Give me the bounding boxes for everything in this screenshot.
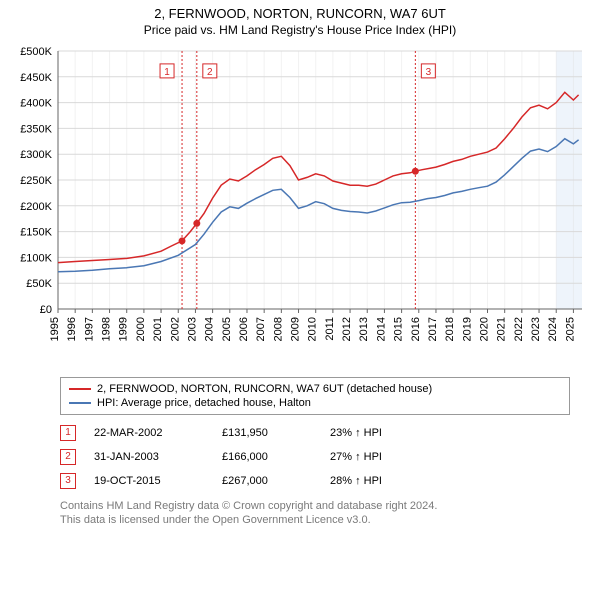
y-tick-label: £100K	[20, 252, 52, 264]
x-tick-label: 2011	[324, 317, 336, 341]
page: 2, FERNWOOD, NORTON, RUNCORN, WA7 6UT Pr…	[0, 0, 600, 528]
line-chart: £0 £50K £100K £150K £200K £250K £300K £350K £400…	[0, 41, 600, 371]
x-tick-label: 2023	[530, 317, 542, 341]
x-tick-label: 2010	[307, 317, 319, 341]
marker-row: 3 19-OCT-2015 £267,000 28% ↑ HPI	[60, 469, 570, 493]
x-tick-label: 2015	[393, 317, 405, 341]
svg-text:1: 1	[164, 67, 170, 78]
x-tick-label: 2003	[186, 317, 198, 341]
sale-point	[412, 168, 419, 175]
x-tick-label: 2020	[479, 317, 491, 341]
marker-chip: 1	[60, 425, 76, 441]
y-tick-label: £250K	[20, 175, 52, 187]
marker-chip: 3	[60, 473, 76, 489]
chart-titles: 2, FERNWOOD, NORTON, RUNCORN, WA7 6UT Pr…	[0, 0, 600, 41]
x-tick-label: 2000	[135, 317, 147, 341]
footer-line-2: This data is licensed under the Open Gov…	[60, 513, 570, 527]
legend-swatch	[69, 388, 91, 390]
y-tick-label: £200K	[20, 201, 52, 213]
chart-subtitle: Price paid vs. HM Land Registry's House …	[0, 23, 600, 37]
chart-area: £0 £50K £100K £150K £200K £250K £300K £350K £400…	[0, 41, 600, 371]
markers-table: 1 22-MAR-2002 £131,950 23% ↑ HPI 2 31-JAN-200…	[60, 421, 570, 493]
legend-label: HPI: Average price, detached house, Halt…	[97, 397, 311, 409]
x-tick-label: 2025	[564, 317, 576, 341]
x-tick-label: 1998	[101, 317, 113, 341]
x-tick-label: 2009	[290, 317, 302, 341]
x-tick-label: 2022	[513, 317, 525, 341]
legend-swatch	[69, 402, 91, 404]
marker-price: £166,000	[222, 451, 312, 463]
chart-footer: Contains HM Land Registry data © Crown c…	[60, 499, 570, 528]
sale-point	[193, 220, 200, 227]
y-tick-label: £50K	[26, 278, 52, 290]
x-tick-label: 2019	[461, 317, 473, 341]
marker-pct: 28% ↑ HPI	[330, 475, 450, 487]
y-tick-label: £150K	[20, 227, 52, 239]
x-tick-label: 2002	[169, 317, 181, 341]
marker-pct: 23% ↑ HPI	[330, 427, 450, 439]
x-tick-label: 2006	[238, 317, 250, 341]
x-tick-label: 1997	[83, 317, 95, 341]
x-tick-label: 2004	[204, 317, 216, 341]
x-tick-label: 2005	[221, 317, 233, 341]
x-tick-label: 1996	[66, 317, 78, 341]
x-tick-label: 2017	[427, 317, 439, 341]
marker-row: 1 22-MAR-2002 £131,950 23% ↑ HPI	[60, 421, 570, 445]
svg-text:3: 3	[426, 67, 432, 78]
footer-line-1: Contains HM Land Registry data © Crown c…	[60, 499, 570, 513]
legend-item: 2, FERNWOOD, NORTON, RUNCORN, WA7 6UT (d…	[69, 382, 561, 396]
legend-label: 2, FERNWOOD, NORTON, RUNCORN, WA7 6UT (d…	[97, 383, 432, 395]
x-tick-label: 2012	[341, 317, 353, 341]
y-tick-label: £400K	[20, 98, 52, 110]
legend-item: HPI: Average price, detached house, Halt…	[69, 396, 561, 410]
x-tick-label: 1999	[118, 317, 130, 341]
sale-point	[179, 237, 186, 244]
x-tick-label: 2014	[375, 317, 387, 341]
marker-date: 31-JAN-2003	[94, 451, 204, 463]
marker-row: 2 31-JAN-2003 £166,000 27% ↑ HPI	[60, 445, 570, 469]
x-tick-label: 2008	[272, 317, 284, 341]
annot-badge: 2	[203, 64, 217, 78]
x-tick-label: 2001	[152, 317, 164, 341]
x-tick-label: 2007	[255, 317, 267, 341]
marker-price: £131,950	[222, 427, 312, 439]
y-tick-label: £0	[40, 304, 52, 316]
x-tick-label: 2021	[496, 317, 508, 341]
x-tick-label: 2018	[444, 317, 456, 341]
annot-badge: 3	[421, 64, 435, 78]
y-tick-label: £500K	[20, 46, 52, 58]
marker-date: 19-OCT-2015	[94, 475, 204, 487]
y-tick-label: £450K	[20, 72, 52, 84]
chart-title: 2, FERNWOOD, NORTON, RUNCORN, WA7 6UT	[0, 6, 600, 21]
y-tick-label: £350K	[20, 123, 52, 135]
x-tick-label: 1995	[49, 317, 61, 341]
marker-price: £267,000	[222, 475, 312, 487]
x-tick-label: 2016	[410, 317, 422, 341]
marker-chip: 2	[60, 449, 76, 465]
y-tick-label: £300K	[20, 149, 52, 161]
marker-date: 22-MAR-2002	[94, 427, 204, 439]
x-tick-label: 2024	[547, 317, 559, 341]
x-tick-label: 2013	[358, 317, 370, 341]
svg-text:2: 2	[207, 67, 213, 78]
chart-legend: 2, FERNWOOD, NORTON, RUNCORN, WA7 6UT (d…	[60, 377, 570, 415]
annot-badge: 1	[160, 64, 174, 78]
marker-pct: 27% ↑ HPI	[330, 451, 450, 463]
